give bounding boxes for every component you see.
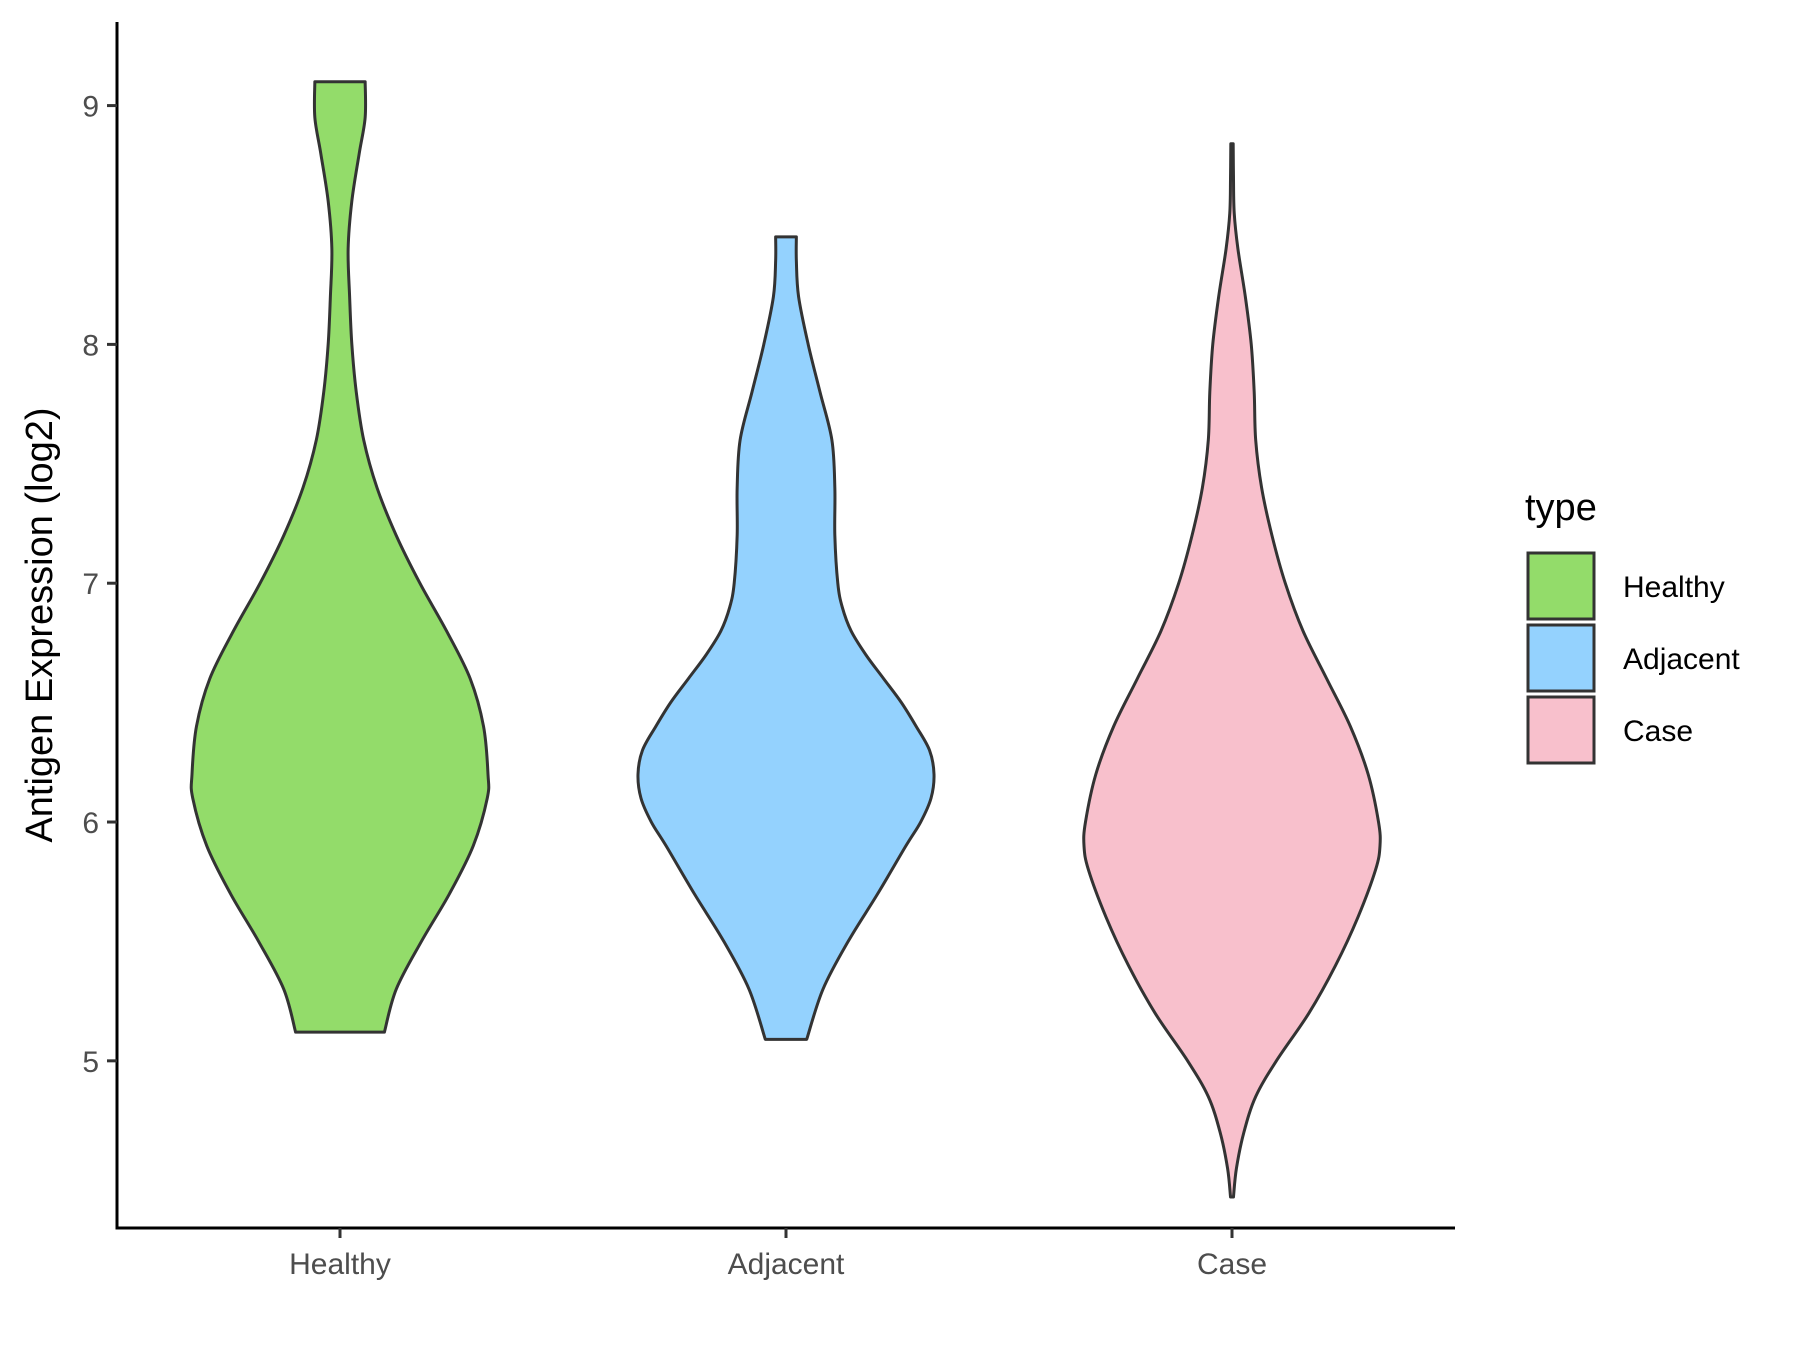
y-tick-label: 7: [82, 568, 99, 601]
legend: type Healthy Adjacent Case: [1525, 487, 1740, 765]
legend-swatch-case: [1526, 695, 1596, 765]
legend-items: Healthy Adjacent Case: [1526, 551, 1740, 765]
violin-layer: [189, 80, 1382, 1199]
y-tick-label: 6: [82, 807, 99, 840]
violin-case: [1082, 142, 1382, 1199]
x-axis-ticks: Healthy Adjacent Case: [289, 1228, 1267, 1281]
legend-label-case: Case: [1623, 715, 1693, 748]
legend-title: type: [1525, 487, 1597, 529]
legend-label-healthy: Healthy: [1623, 571, 1725, 604]
legend-label-adjacent: Adjacent: [1623, 643, 1740, 676]
x-tick-label: Adjacent: [728, 1248, 845, 1281]
x-tick-label: Healthy: [289, 1248, 391, 1281]
violin-adjacent: [636, 235, 936, 1041]
legend-swatch-healthy: [1526, 551, 1596, 621]
y-axis-title: Antigen Expression (log2): [19, 407, 61, 842]
y-tick-label: 8: [82, 329, 99, 362]
legend-swatch-adjacent: [1526, 623, 1596, 693]
x-tick-label: Case: [1197, 1248, 1267, 1281]
y-tick-label: 9: [82, 91, 99, 124]
violin-healthy: [189, 80, 491, 1034]
axes: 5 6 7 8 9 Healthy Adjacent Case: [82, 22, 1455, 1281]
y-tick-label: 5: [82, 1046, 99, 1079]
y-axis-ticks: 5 6 7 8 9: [82, 91, 117, 1079]
